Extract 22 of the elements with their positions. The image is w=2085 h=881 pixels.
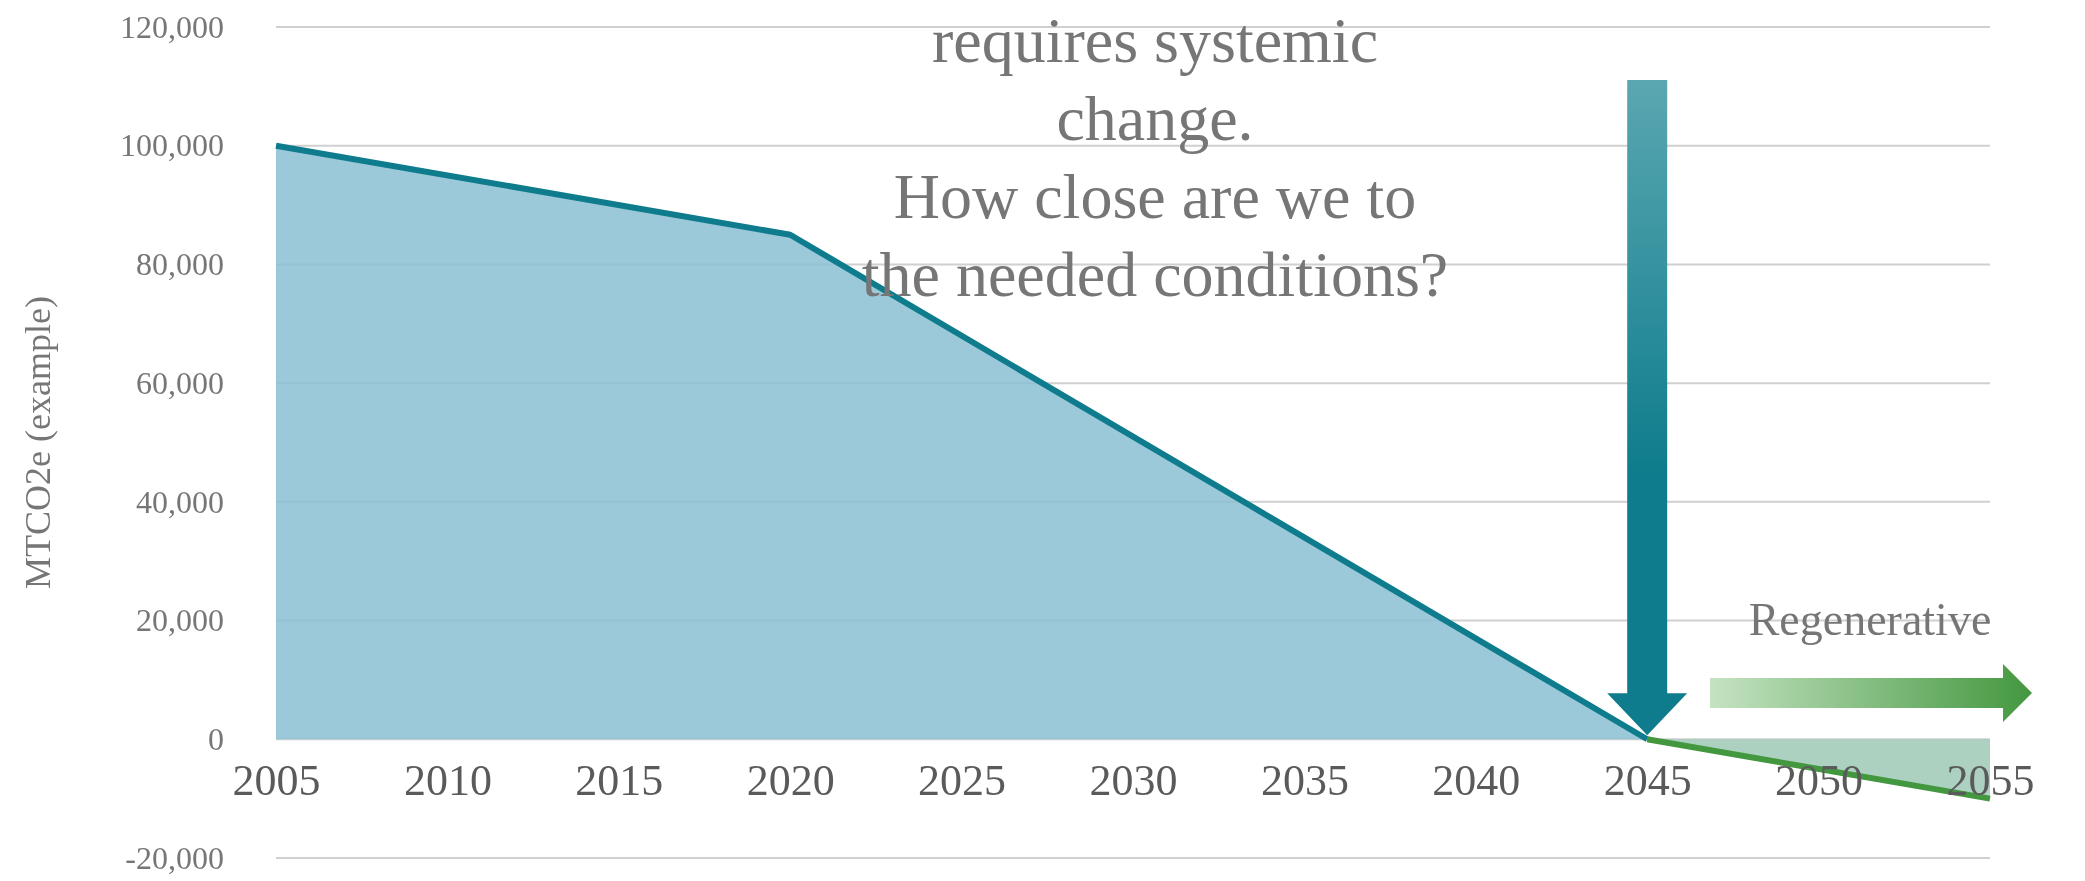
y-tick-label: 100,000: [120, 127, 224, 164]
y-tick-label: 40,000: [136, 483, 224, 520]
x-tick-label: 2015: [575, 755, 664, 805]
y-tick-label: 0: [208, 721, 224, 758]
annotation: Regenerative: [1748, 594, 1992, 645]
x-tick-label: 2030: [1089, 755, 1178, 805]
y-tick-label: 120,000: [120, 8, 224, 45]
y-axis-title: MTCO2e (example): [18, 296, 58, 589]
x-tick-label: 2045: [1603, 755, 1692, 805]
x-tick-label: 2035: [1260, 755, 1349, 805]
text: requires systemic change. How close are we to the needed conditions?: [861, 5, 1449, 310]
y-tick-label: 60,000: [136, 364, 224, 401]
x-tick-label: 2025: [918, 755, 1007, 805]
x-tick-label: 2010: [403, 755, 492, 805]
y-tick-label: 20,000: [136, 602, 224, 639]
x-tick-label: 2040: [1432, 755, 1521, 805]
x-tick-label: 2005: [232, 755, 321, 805]
x-tick-label: 2055: [1946, 755, 2035, 805]
x-tick-label: 2050: [1775, 755, 1864, 805]
x-tick-label: 2020: [746, 755, 835, 805]
y-tick-label: 80,000: [136, 246, 224, 283]
y-tick-label: -20,000: [125, 839, 224, 876]
